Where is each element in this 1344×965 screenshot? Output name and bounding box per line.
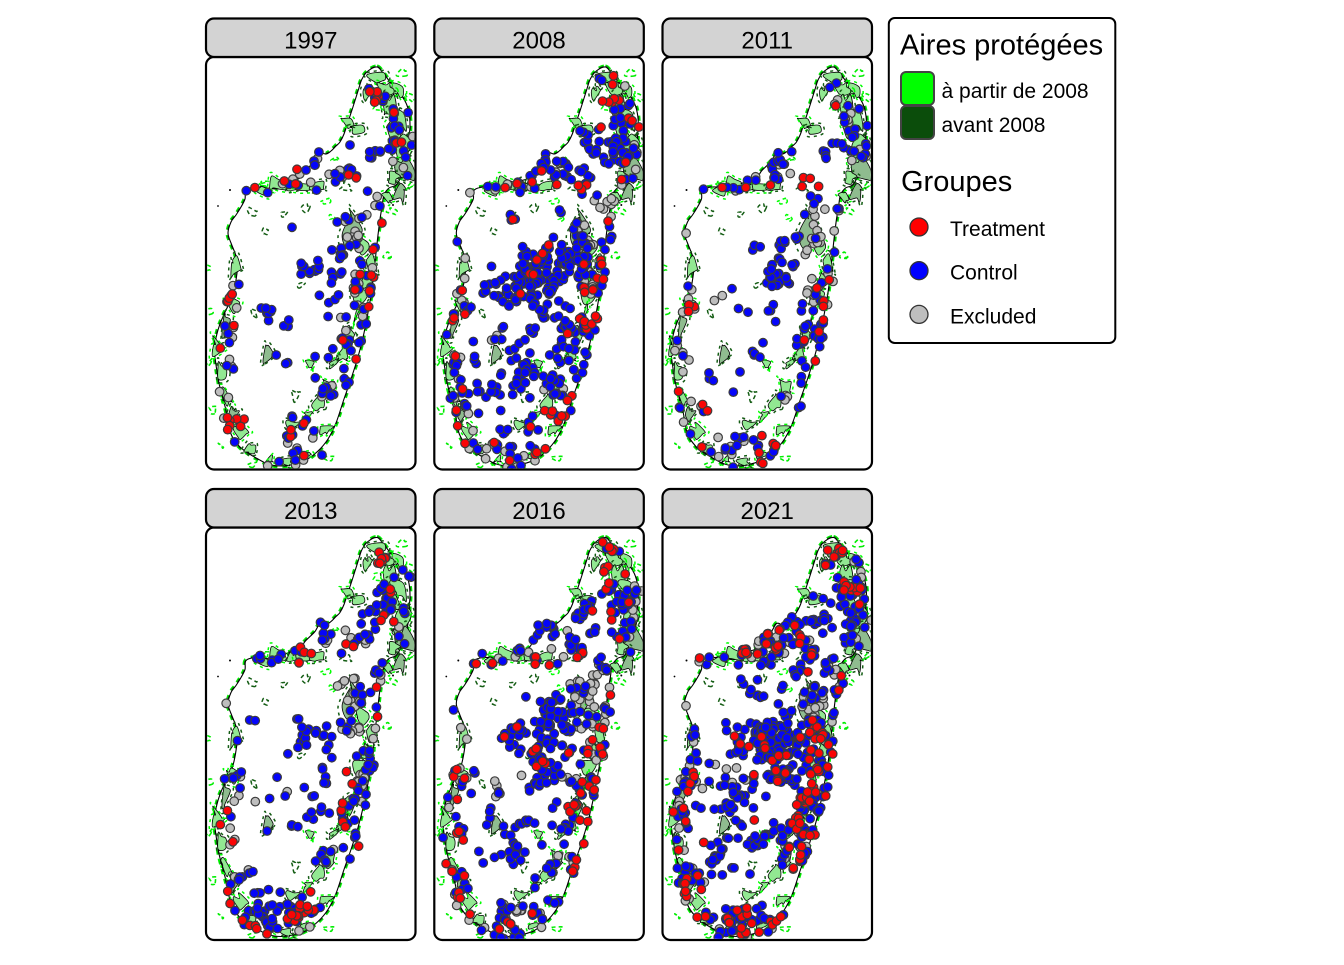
svg-text:Control: Control — [950, 262, 1018, 285]
svg-text:à partir de 2008: à partir de 2008 — [942, 80, 1089, 103]
svg-text:2008: 2008 — [512, 27, 565, 54]
svg-text:1997: 1997 — [284, 27, 337, 54]
svg-text:2016: 2016 — [512, 498, 565, 525]
svg-text:2011: 2011 — [741, 27, 793, 54]
svg-text:avant 2008: avant 2008 — [942, 114, 1046, 137]
svg-text:Aires protégées: Aires protégées — [900, 30, 1103, 62]
svg-text:2021: 2021 — [741, 498, 794, 525]
svg-text:Treatment: Treatment — [950, 218, 1045, 241]
svg-text:Excluded: Excluded — [950, 305, 1036, 328]
svg-text:Groupes: Groupes — [901, 166, 1012, 198]
svg-text:2013: 2013 — [284, 498, 337, 525]
